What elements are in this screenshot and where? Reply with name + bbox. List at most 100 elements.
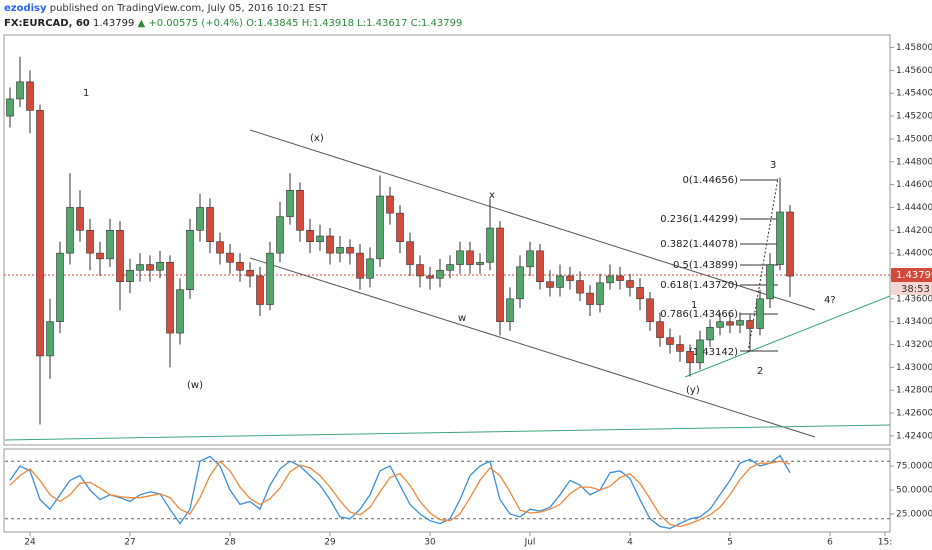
low: L:1.43617 <box>357 18 407 29</box>
candle-body <box>386 195 394 214</box>
wave-label: w <box>458 313 466 324</box>
candle-body <box>96 252 104 260</box>
candle-body <box>746 320 754 329</box>
y-tick-label: 1.42600 <box>896 409 932 419</box>
candle-body <box>106 229 114 260</box>
support-line <box>4 424 891 441</box>
candle-body <box>66 207 74 254</box>
symbol: FX:EURCAD, 60 <box>4 18 90 29</box>
osc-y-tick-label: 50.0000 <box>896 486 932 496</box>
candle-body <box>16 81 24 100</box>
candle-body <box>156 261 164 271</box>
candle-body <box>276 216 284 254</box>
osc-y-tick-label: 75.0000 <box>896 462 932 472</box>
candle-body <box>426 275 434 279</box>
fib-label: 0.382(1.44078) <box>660 239 738 250</box>
candle-body <box>626 280 634 288</box>
wave-label: (x) <box>310 133 324 144</box>
candle-body <box>606 275 614 284</box>
y-tick-label: 1.43000 <box>896 363 932 373</box>
channel-upper <box>249 129 816 311</box>
candle-body <box>696 339 704 364</box>
x-tick-label: Jul <box>524 538 536 548</box>
y-tick-label: 1.44000 <box>896 249 932 259</box>
candle-body <box>536 250 544 282</box>
candle-body <box>396 212 404 243</box>
high: H:1.43918 <box>302 18 354 29</box>
candle-body <box>546 281 554 288</box>
y-tick-label: 1.44400 <box>896 203 932 213</box>
x-tick-label: 28 <box>224 538 236 548</box>
candle-body <box>196 207 204 231</box>
candle-body <box>296 190 304 231</box>
osc-y-tick-label: 25.0000 <box>896 509 932 519</box>
price-tag: 1.43799 <box>896 270 932 281</box>
y-tick-label: 1.43400 <box>896 317 932 327</box>
candle-body <box>586 292 594 305</box>
candle-body <box>26 81 34 111</box>
candle-body <box>656 321 664 338</box>
countdown: 38:53 <box>901 284 930 295</box>
wave-label: 4? <box>824 295 836 306</box>
wave-label: 1 <box>691 300 697 311</box>
candle-body <box>716 321 724 328</box>
candle-body <box>166 261 174 334</box>
price-tag-box <box>891 268 932 282</box>
candle-body <box>226 252 234 263</box>
candle-body <box>466 250 474 265</box>
fib-label: 0.236(1.44299) <box>660 214 738 225</box>
candle-body <box>176 289 184 334</box>
candle-body <box>766 264 774 300</box>
countdown-box <box>891 282 932 295</box>
candle-body <box>496 227 504 322</box>
candle-body <box>136 264 144 271</box>
y-tick-label: 1.45800 <box>896 43 932 53</box>
candle-body <box>576 280 584 294</box>
last: 1.43799 <box>93 18 134 29</box>
candle-body <box>596 282 604 305</box>
candle-body <box>776 211 784 265</box>
candle-body <box>526 250 534 268</box>
candle-body <box>326 235 334 254</box>
x-tick-label: 5 <box>727 538 733 548</box>
candle-body <box>366 258 374 279</box>
candle-body <box>756 298 764 329</box>
change: +0.00575 (+0.4%) <box>148 18 243 29</box>
candle-body <box>416 264 424 277</box>
x-tick-label: 29 <box>324 538 336 548</box>
wave-label: 3 <box>770 160 776 171</box>
candle-body <box>116 229 124 282</box>
candle-body <box>86 229 94 254</box>
fib-label: 0.786(1.43466) <box>660 309 738 320</box>
candle-body <box>346 247 354 254</box>
y-tick-label: 1.45200 <box>896 112 932 122</box>
x-tick-label: 6 <box>827 538 833 548</box>
candle-body <box>636 287 644 300</box>
candle-body <box>646 298 654 322</box>
candle-body <box>36 110 44 357</box>
y-tick-label: 1.44200 <box>896 226 932 236</box>
y-tick-label: 1.44800 <box>896 157 932 167</box>
header-line-2: FX:EURCAD, 60 1.43799 ▲ +0.00575 (+0.4%)… <box>4 18 462 29</box>
y-tick-label: 1.45400 <box>896 89 932 99</box>
open: O:1.43845 <box>246 18 298 29</box>
candle-body <box>736 320 744 326</box>
candle-body <box>126 269 134 282</box>
candle-body <box>476 261 484 265</box>
candle-body <box>356 252 364 279</box>
candle-body <box>406 241 414 265</box>
candle-body <box>286 190 294 217</box>
y-tick-label: 1.43200 <box>896 340 932 350</box>
wave-label: (w) <box>187 380 203 391</box>
wave-label: 2 <box>757 366 763 377</box>
x-tick-label: 24 <box>24 538 36 548</box>
candle-body <box>336 247 344 254</box>
y-tick-label: 1.45600 <box>896 66 932 76</box>
wave-label: x <box>489 190 495 201</box>
x-tick-label: 30 <box>424 538 436 548</box>
candle-body <box>256 275 264 305</box>
candle-body <box>436 269 444 279</box>
candle-body <box>206 207 214 243</box>
candle-body <box>786 211 794 277</box>
